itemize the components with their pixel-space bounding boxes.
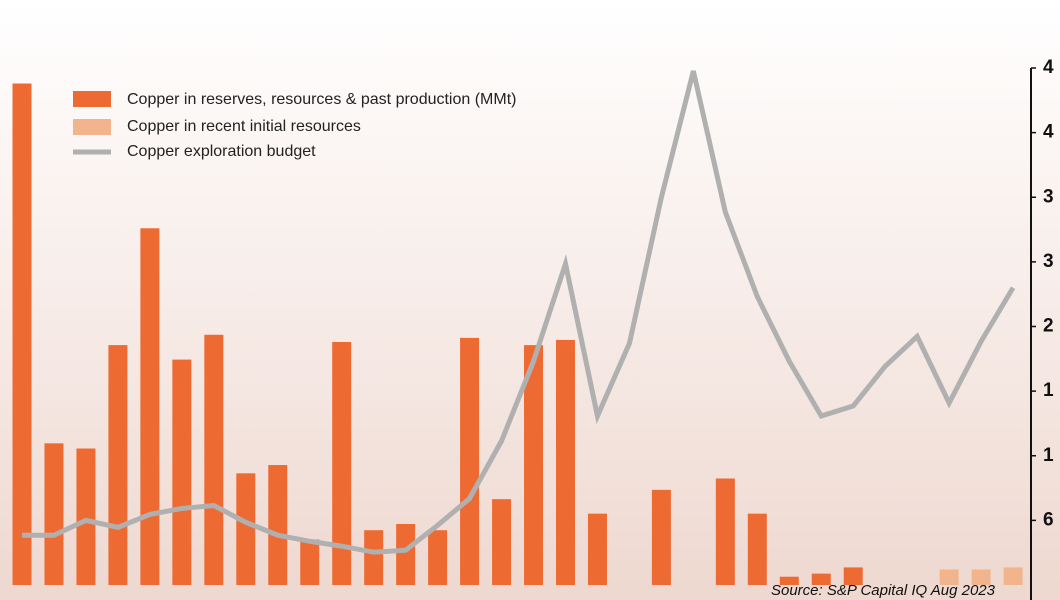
bar: [76, 448, 96, 585]
y2-tick-label: 1: [1043, 445, 1054, 466]
bar: [204, 334, 224, 585]
line: [22, 70, 1016, 555]
y2-tick-label: 2: [1043, 316, 1054, 337]
bar: [332, 342, 352, 585]
bar: [492, 499, 512, 585]
legend-label: Copper exploration budget: [127, 143, 316, 160]
bar: [587, 513, 607, 585]
bar: [44, 443, 64, 585]
y2-tick-label: 3: [1043, 186, 1054, 207]
bar: [108, 345, 128, 585]
legend: Copper in reserves, resources & past pro…: [73, 91, 516, 160]
bar: [524, 345, 544, 585]
bar: [651, 489, 671, 585]
bar: [747, 513, 767, 585]
y2-tick-label: 1: [1043, 380, 1054, 401]
bar: [779, 576, 799, 585]
bar: [460, 337, 480, 585]
bar: [811, 573, 831, 585]
y2-tick-label: 3: [1043, 251, 1054, 272]
source: Source: S&P Capital IQ Aug 2023: [771, 582, 996, 599]
bar: [236, 473, 256, 585]
bar: [715, 478, 735, 585]
bar: [555, 339, 575, 585]
bar: [971, 569, 991, 585]
bar: [428, 530, 448, 585]
bar: [939, 569, 959, 585]
bar: [300, 539, 320, 585]
legend-swatch: [73, 119, 111, 135]
y2-tick-label: 4: [1043, 122, 1054, 143]
bar: [12, 83, 32, 585]
y2-tick-label: 6: [1043, 509, 1054, 530]
bar: [1003, 567, 1023, 585]
legend-label: Copper in recent initial resources: [127, 118, 361, 135]
y2-tick-label: 4: [1043, 57, 1054, 78]
bar: [396, 523, 416, 585]
bar: [140, 228, 160, 585]
bar: [172, 359, 192, 585]
legend-label: Copper in reserves, resources & past pro…: [127, 91, 516, 108]
legend-swatch: [73, 91, 111, 107]
bar: [364, 530, 384, 585]
bar: [268, 465, 288, 585]
bar: [843, 567, 863, 585]
